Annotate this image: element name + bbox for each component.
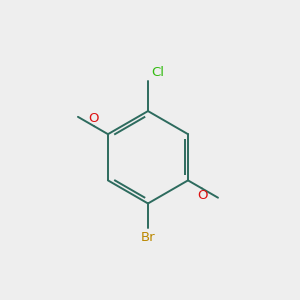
Text: methoxy: methoxy [31,110,73,119]
Text: O: O [88,112,99,125]
Text: O: O [197,190,208,202]
Text: Br: Br [141,232,155,244]
Text: Cl: Cl [152,66,164,79]
